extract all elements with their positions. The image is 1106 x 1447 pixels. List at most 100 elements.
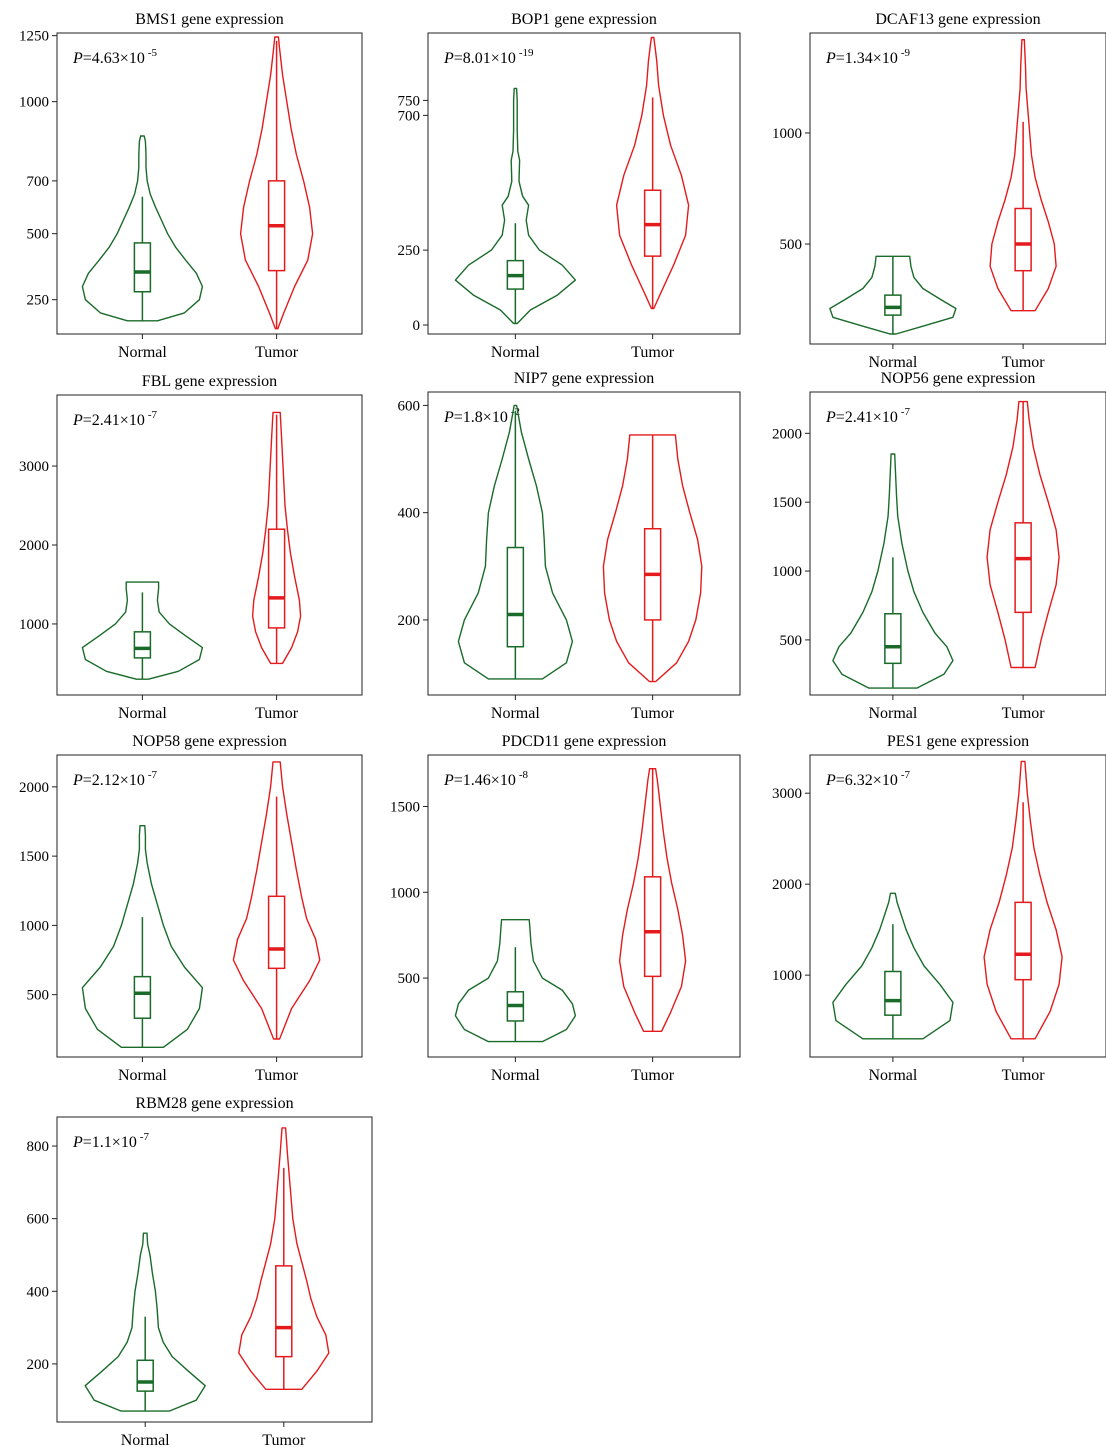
chart-title: DCAF13 gene expression (875, 11, 1040, 28)
p-value-label: P=4.63×10 -5 (72, 47, 157, 67)
y-tick-label: 500 (398, 971, 421, 987)
violin-normal (84, 1232, 206, 1412)
y-tick-label: 1500 (772, 495, 802, 511)
y-tick-label: 2000 (772, 877, 802, 893)
x-tick-label: Tumor (255, 705, 299, 722)
x-tick-label: Normal (491, 705, 540, 722)
box-iqr (267, 528, 286, 629)
x-tick-label: Normal (118, 1067, 167, 1084)
y-tick-label: 250 (27, 293, 50, 309)
y-tick-label: 400 (398, 506, 421, 522)
violin-tumor (615, 36, 690, 310)
violin-normal (457, 404, 574, 680)
box-iqr (136, 1359, 154, 1392)
y-tick-label: 1500 (390, 799, 420, 815)
box-iqr (884, 970, 902, 1016)
box-iqr (133, 242, 152, 293)
chart-panel: NIP7 gene expression P=1.8×10-2 200 400 600 N… (398, 370, 741, 722)
plot-frame (427, 754, 741, 1058)
violin-normal (81, 581, 204, 680)
p-value-label: P=1.8×10-2 (443, 406, 520, 426)
x-tick-label: Tumor (631, 344, 675, 361)
y-tick-label: 500 (27, 227, 50, 243)
y-tick-label: 1000 (19, 617, 49, 633)
p-value-label: P=6.32×10 -7 (825, 769, 910, 789)
chart-panel: PDCD11 gene expression P=1.46×10 -8 500 1000… (390, 733, 741, 1084)
chart-title: NIP7 gene expression (514, 370, 654, 387)
p-value-label: P=8.01×10 -19 (443, 47, 534, 67)
p-value-label: P=2.12×10 -7 (72, 769, 157, 789)
x-tick-label: Normal (491, 1067, 540, 1084)
p-value-label: P=2.41×10 -7 (72, 409, 157, 429)
violin-normal (81, 825, 204, 1048)
x-tick-label: Tumor (631, 705, 675, 722)
x-tick-label: Normal (118, 705, 167, 722)
violin-tumor (232, 761, 321, 1040)
chart-panel: NOP58 gene expression P=2.12×10 -7 500 1000 1… (19, 733, 363, 1084)
box-iqr (506, 546, 525, 648)
x-tick-label: Normal (868, 1067, 917, 1084)
y-tick-label: 500 (780, 237, 803, 253)
y-tick-label: 3000 (772, 786, 802, 802)
box-iqr (884, 294, 902, 316)
y-tick-label: 800 (27, 1139, 50, 1155)
y-tick-label: 2000 (19, 538, 49, 554)
x-tick-label: Tumor (255, 1067, 299, 1084)
plot-frame (809, 391, 1106, 696)
chart-panel: PES1 gene expression P=6.32×10 -7 1000 2000 3… (772, 733, 1106, 1084)
y-tick-label: 2000 (19, 780, 49, 796)
chart-title: NOP58 gene expression (132, 733, 287, 750)
plot-frame (56, 394, 363, 696)
y-tick-label: 3000 (19, 459, 49, 475)
plot-frame (56, 754, 363, 1058)
chart-title: FBL gene expression (142, 373, 277, 390)
y-tick-label: 700 (27, 174, 50, 190)
y-tick-label: 1500 (19, 849, 49, 865)
violin-tumor (251, 411, 302, 665)
box-iqr (1014, 901, 1032, 981)
y-tick-label: 500 (27, 988, 50, 1004)
chart-title: NOP56 gene expression (881, 370, 1036, 387)
violin-tumor (989, 39, 1057, 312)
plot-frame (56, 1116, 373, 1423)
chart-panel: DCAF13 gene expression P=1.34×10 -9 500 1000… (772, 11, 1106, 371)
p-value-label: P=1.1×10 -7 (72, 1131, 149, 1151)
violin-tumor (618, 768, 687, 1032)
p-value-label: P=2.41×10 -7 (825, 406, 910, 426)
chart-title: BMS1 gene expression (135, 11, 283, 28)
y-tick-label: 1000 (19, 918, 49, 934)
x-tick-label: Tumor (262, 1432, 306, 1447)
y-tick-label: 400 (27, 1284, 50, 1300)
p-value-label: P=1.46×10 -8 (443, 769, 528, 789)
p-value-label: P=1.34×10 -9 (825, 47, 910, 67)
y-tick-label: 500 (780, 633, 803, 649)
chart-panel: NOP56 gene expression P=2.41×10 -7 500 1000 1… (772, 370, 1106, 722)
box-iqr (267, 895, 286, 970)
x-tick-label: Normal (121, 1432, 170, 1447)
y-tick-label: 1000 (772, 126, 802, 142)
violin-normal (829, 255, 957, 335)
y-tick-label: 250 (398, 243, 421, 259)
violin-tumor (986, 400, 1060, 669)
y-tick-label: 1000 (772, 968, 802, 984)
x-tick-label: Tumor (255, 344, 299, 361)
box-iqr (275, 1265, 293, 1358)
y-tick-label: 600 (398, 398, 421, 414)
violin-tumor (602, 434, 703, 683)
plot-frame (809, 754, 1106, 1058)
violin-tumor (238, 1127, 330, 1390)
plot-frame (427, 32, 741, 335)
y-tick-label: 700 (398, 108, 421, 124)
y-tick-label: 0 (413, 318, 421, 334)
chart-title: RBM28 gene expression (135, 1095, 293, 1112)
y-tick-label: 200 (27, 1357, 50, 1373)
violin-normal (832, 453, 954, 689)
x-tick-label: Normal (868, 354, 917, 371)
y-tick-label: 200 (398, 613, 421, 629)
violin-normal (81, 135, 204, 322)
chart-title: PDCD11 gene expression (502, 733, 667, 750)
x-tick-label: Tumor (631, 1067, 675, 1084)
x-tick-label: Tumor (1002, 1067, 1046, 1084)
violin-normal (454, 919, 577, 1043)
